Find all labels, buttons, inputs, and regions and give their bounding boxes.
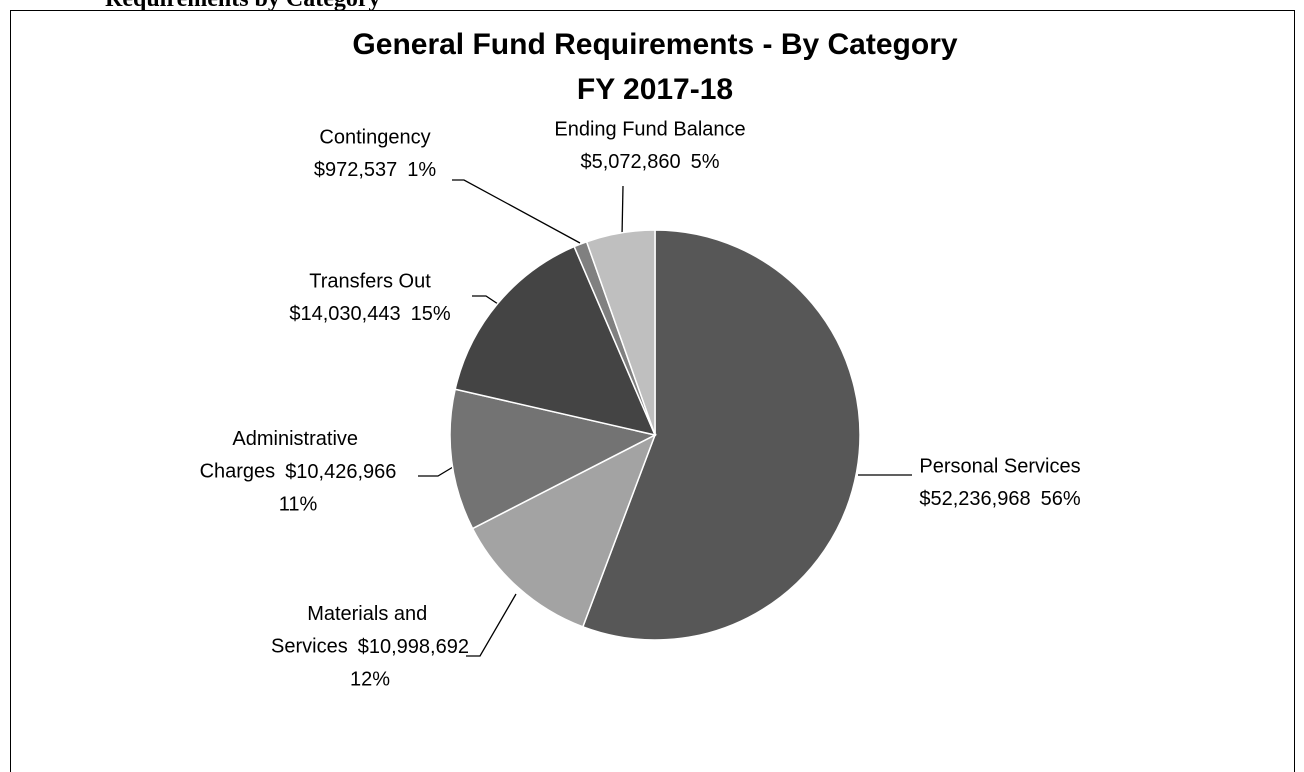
slice-label-name-part: Administrative — [232, 428, 363, 450]
slice-label-name: Administrative Charges — [200, 428, 364, 483]
slice-value-label: $14,030,443 — [289, 303, 400, 325]
slice-percent-label: 5% — [691, 151, 720, 173]
slice-label-name-part: Materials and — [307, 603, 433, 625]
slice-label-name: Ending Fund Balance — [554, 118, 745, 140]
slice-label-name: Transfers Out — [309, 270, 431, 292]
slice-percent-label: 1% — [407, 159, 436, 181]
pie-slice — [585, 229, 656, 436]
page-heading: Requirements by Category — [105, 0, 381, 12]
slice-label-name-part: Services — [271, 636, 348, 658]
pie-slice — [449, 388, 658, 530]
slice-label-name-part: Charges — [200, 461, 276, 483]
slice-value-label: $5,072,860 — [580, 151, 680, 173]
slice-percent-label: 15% — [411, 303, 451, 325]
slice-value-label: $972,537 — [314, 159, 397, 181]
leader-line — [621, 185, 624, 237]
slice-percent-label: 56% — [1041, 488, 1081, 510]
chart-frame — [10, 10, 1295, 772]
leader-line — [472, 295, 499, 305]
leader-line — [452, 179, 581, 244]
chart-subtitle: FY 2017-18 — [577, 73, 733, 106]
slice-label-name: Materials and Services — [271, 603, 433, 658]
slice-percent-label: 11% — [279, 493, 318, 515]
chart-title: General Fund Requirements - By Category — [352, 28, 957, 61]
slice-percent-label: 12% — [350, 668, 390, 690]
slice-value-label: $10,998,692 — [358, 636, 469, 658]
leader-line — [466, 593, 517, 657]
pie-slice — [454, 245, 657, 437]
slice-label-name: Personal Services — [919, 455, 1080, 477]
pie-slice — [581, 229, 861, 641]
leader-line — [418, 463, 459, 477]
slice-label-name: Contingency — [319, 126, 430, 148]
pie-slice — [471, 433, 657, 628]
slice-value-label: $10,426,966 — [285, 461, 396, 483]
slice-value-label: $52,236,968 — [919, 488, 1030, 510]
